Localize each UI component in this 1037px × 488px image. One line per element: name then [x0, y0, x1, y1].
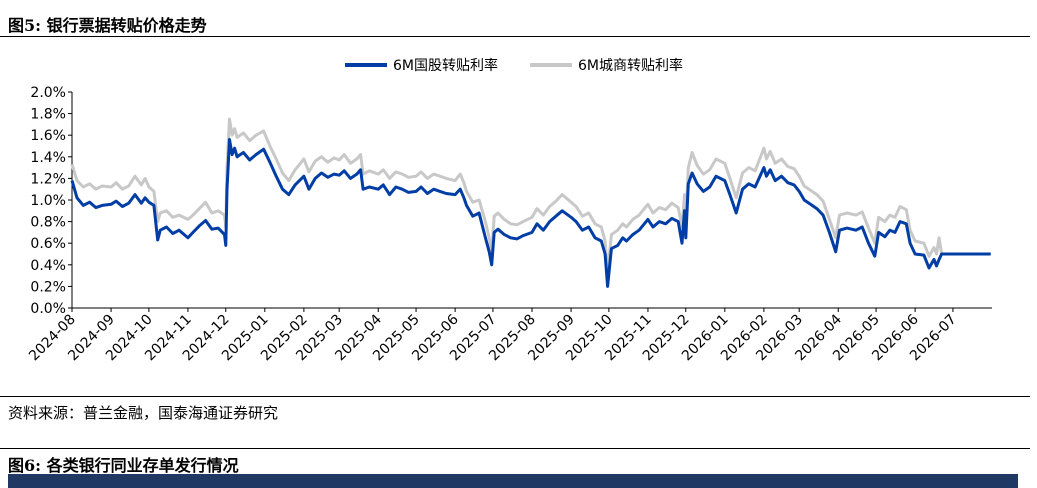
y-tick-label: 1.8%	[30, 107, 66, 123]
chart-bottom-rule	[0, 396, 1030, 397]
chart-legend: 6M国股转贴利率 6M城商转贴利率	[0, 55, 1037, 75]
legend-label-series-2: 6M城商转贴利率	[578, 58, 683, 74]
legend-item-series-2: 6M城商转贴利率	[530, 55, 683, 75]
next-figure-title: 图6: 各类银行同业存单发行情况	[8, 456, 239, 475]
figure-title: 图5: 银行票据转贴价格走势	[8, 16, 207, 35]
y-axis: 0.0% 0.2% 0.4% 0.6% 0.8% 1.0% 1.2% 1.4% 1.6% 1.8%…	[30, 85, 73, 317]
legend-item-series-1: 6M国股转贴利率	[345, 55, 498, 75]
y-tick-label: 2.0%	[30, 85, 66, 101]
y-tick-label: 1.0%	[30, 193, 66, 209]
series-line-1	[70, 138, 991, 288]
next-figure-rule	[0, 448, 1030, 449]
y-tick-label: 1.4%	[30, 150, 66, 166]
y-tick-label: 0.0%	[30, 301, 66, 317]
y-tick-label: 0.2%	[30, 279, 66, 295]
y-tick-label: 0.8%	[30, 215, 66, 231]
x-axis: 2024-082024-092024-102024-112024-122025-…	[26, 307, 992, 364]
line-chart: 0.0% 0.2% 0.4% 0.6% 0.8% 1.0% 1.2% 1.4% 1.6% 1.8%…	[26, 85, 992, 364]
title-underline	[0, 36, 1030, 37]
y-tick-label: 1.2%	[30, 171, 66, 187]
legend-swatch-series-2	[530, 63, 572, 67]
table-header-strip	[8, 474, 1018, 488]
legend-label-series-1: 6M国股转贴利率	[393, 58, 498, 74]
y-tick-label: 0.6%	[30, 236, 66, 252]
y-tick-label: 0.4%	[30, 258, 66, 274]
series-line-2	[70, 117, 991, 275]
source-note: 资料来源：普兰金融，国泰海通证券研究	[8, 404, 279, 422]
legend-swatch-series-1	[345, 63, 387, 67]
series-layer	[70, 117, 991, 288]
y-tick-label: 1.6%	[30, 128, 66, 144]
